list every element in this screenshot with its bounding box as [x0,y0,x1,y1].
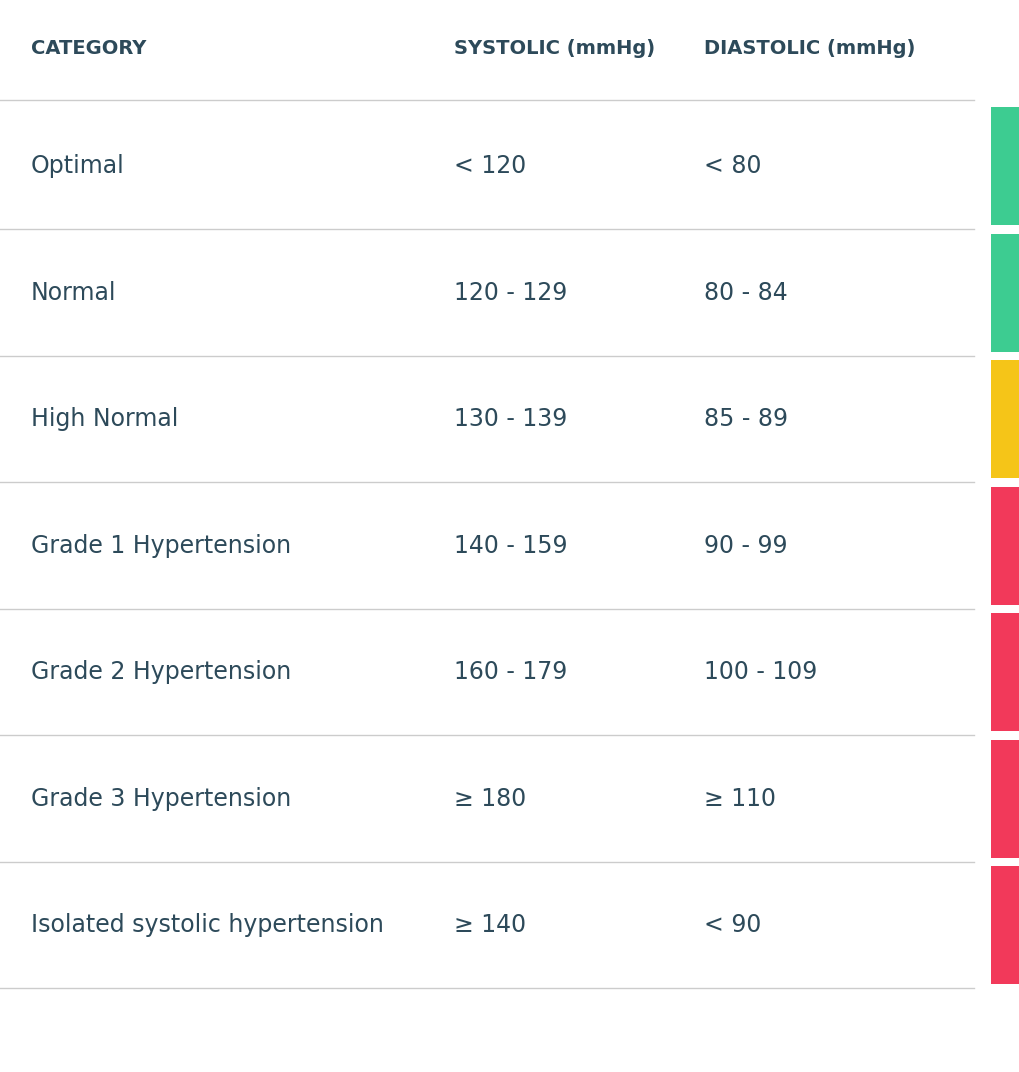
Text: Isolated systolic hypertension: Isolated systolic hypertension [31,913,383,937]
Text: Grade 1 Hypertension: Grade 1 Hypertension [31,534,290,557]
Text: < 90: < 90 [703,913,760,937]
FancyBboxPatch shape [990,234,1019,352]
FancyBboxPatch shape [990,487,1019,605]
Text: DIASTOLIC (mmHg): DIASTOLIC (mmHg) [703,39,914,58]
Text: < 120: < 120 [453,154,526,178]
FancyBboxPatch shape [990,360,1019,478]
Text: 100 - 109: 100 - 109 [703,660,816,684]
FancyBboxPatch shape [990,740,1019,858]
Text: Grade 2 Hypertension: Grade 2 Hypertension [31,660,290,684]
Text: 130 - 139: 130 - 139 [453,407,567,431]
Text: CATEGORY: CATEGORY [31,39,146,58]
FancyBboxPatch shape [990,107,1019,225]
Text: ≥ 180: ≥ 180 [453,787,526,810]
Text: High Normal: High Normal [31,407,177,431]
Text: Grade 3 Hypertension: Grade 3 Hypertension [31,787,290,810]
FancyBboxPatch shape [990,866,1019,984]
Text: 80 - 84: 80 - 84 [703,281,787,304]
Text: 85 - 89: 85 - 89 [703,407,787,431]
Text: SYSTOLIC (mmHg): SYSTOLIC (mmHg) [453,39,654,58]
Text: 90 - 99: 90 - 99 [703,534,787,557]
FancyBboxPatch shape [990,613,1019,731]
Text: Normal: Normal [31,281,116,304]
Text: < 80: < 80 [703,154,760,178]
Text: 160 - 179: 160 - 179 [453,660,567,684]
Text: ≥ 110: ≥ 110 [703,787,775,810]
Text: Optimal: Optimal [31,154,124,178]
Text: 140 - 159: 140 - 159 [453,534,567,557]
Text: ≥ 140: ≥ 140 [453,913,526,937]
Text: 120 - 129: 120 - 129 [453,281,567,304]
